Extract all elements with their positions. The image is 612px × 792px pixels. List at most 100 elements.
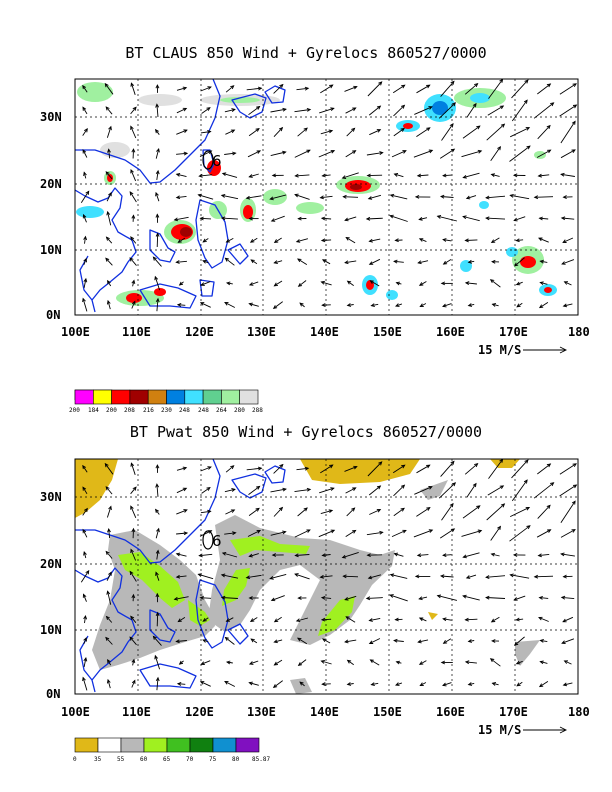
wind-arrow-head	[400, 127, 405, 132]
wind-arrow-head	[303, 127, 308, 132]
x-axis-labels-2: 100E 110E 120E 130E 140E 150E 160E 170E …	[61, 705, 590, 719]
wind-arrow	[296, 238, 309, 243]
wind-arrow-head	[353, 85, 358, 90]
wind-arrow	[105, 257, 113, 266]
wind-arrow	[153, 256, 162, 267]
wind-arrow-head	[294, 193, 299, 198]
wind-arrow	[201, 107, 211, 114]
wind-arrow-head	[245, 575, 251, 580]
wind-arrow	[107, 300, 111, 310]
wind-arrow	[394, 260, 404, 263]
wind-arrow-head	[105, 636, 110, 641]
wind-arrow-head	[82, 213, 87, 219]
wind-arrow-head	[182, 86, 188, 91]
wind-arrow-head	[155, 483, 160, 488]
wind-arrow-head	[273, 661, 278, 666]
wind-arrow-head	[106, 678, 111, 684]
wind-arrow	[390, 594, 408, 602]
wind-arrow	[343, 196, 359, 198]
wind-arrow	[516, 302, 523, 308]
wind-arrow	[514, 257, 525, 267]
svg-text:280: 280	[234, 407, 245, 414]
wind-arrow	[105, 106, 113, 115]
wind-arrow-head	[367, 196, 373, 200]
wind-arrow	[131, 301, 136, 309]
wind-arrow-head	[369, 280, 374, 284]
wind-arrow-head	[442, 238, 447, 242]
wind-arrow-head	[464, 617, 469, 622]
wind-arrow	[440, 81, 455, 97]
wind-arrow-head	[221, 172, 227, 177]
wind-arrow-head	[547, 529, 552, 533]
svg-text:170E: 170E	[499, 325, 528, 339]
wind-arrow-head	[329, 84, 334, 89]
wind-arrow	[294, 194, 310, 200]
wind-arrow	[516, 281, 523, 286]
svg-text:208: 208	[124, 407, 135, 414]
wind-arrow-head	[513, 597, 518, 601]
wind-arrow-head	[550, 102, 555, 107]
wind-arrow	[440, 461, 455, 477]
svg-text:140E: 140E	[310, 705, 339, 719]
wind-arrow-head	[221, 551, 227, 556]
wind-arrow	[443, 239, 452, 242]
wind-arrow-head	[282, 530, 287, 535]
wind-arrow-head	[152, 256, 157, 261]
wind-arrow-head	[294, 553, 299, 558]
wind-arrow-head	[562, 618, 567, 623]
wind-arrow-head	[177, 618, 182, 623]
wind-arrow	[561, 596, 575, 600]
wind-arrow-head	[538, 595, 543, 600]
wind-arrow	[322, 259, 331, 265]
wind-arrow	[441, 503, 454, 521]
wind-arrow	[271, 595, 285, 601]
svg-text:80: 80	[232, 756, 240, 763]
wind-arrow	[561, 173, 575, 177]
wind-arrow	[487, 485, 504, 496]
wind-arrow	[130, 169, 137, 182]
wind-arrow	[156, 104, 159, 117]
wind-arrow	[154, 655, 161, 670]
wind-arrow-head	[389, 214, 394, 219]
wind-arrow	[443, 259, 452, 265]
wind-arrow	[491, 553, 500, 557]
wind-arrow-head	[379, 530, 384, 535]
wind-arrow-head	[155, 84, 160, 89]
wind-arrow-head	[467, 639, 473, 643]
wind-arrow-head	[563, 281, 569, 285]
svg-text:0: 0	[73, 756, 77, 763]
wind-arrow	[393, 507, 405, 517]
wind-arrow	[82, 465, 88, 473]
wind-arrow	[345, 150, 356, 158]
wind-arrow-head	[105, 236, 110, 241]
wind-arrow	[155, 192, 160, 202]
wind-arrow-head	[183, 531, 189, 536]
map2-frame	[74, 458, 579, 695]
wind-arrow-head	[515, 660, 521, 665]
wind-arrow	[270, 194, 287, 200]
wind-arrow	[176, 532, 188, 535]
wind-arrow-head	[546, 463, 552, 468]
wind-arrow-head	[272, 684, 278, 689]
x-axis-labels: 100E 110E 120E 130E 140E 150E 160E 170E …	[61, 325, 590, 339]
wind-arrow	[516, 660, 523, 665]
wind-arrow-head	[394, 617, 399, 622]
wind-arrow	[492, 303, 499, 307]
wind-arrow	[294, 488, 311, 493]
wind-arrow-head	[155, 676, 160, 682]
wind-arrow-head	[173, 596, 179, 601]
wind-arrow	[540, 282, 548, 285]
wind-arrow	[130, 506, 137, 518]
wind-arrow	[419, 596, 428, 600]
wind-arrow-head	[393, 259, 398, 264]
wind-arrow	[130, 616, 137, 623]
wind-arrow-head	[442, 640, 448, 644]
wind-arrow-head	[108, 125, 112, 131]
wind-arrow	[295, 174, 310, 177]
wind-arrow-head	[105, 171, 110, 176]
wind-arrow	[249, 682, 259, 686]
wind-arrow	[176, 87, 187, 91]
wind-arrow	[221, 217, 238, 220]
wind-arrow	[345, 237, 356, 244]
wind-arrow	[368, 105, 381, 116]
